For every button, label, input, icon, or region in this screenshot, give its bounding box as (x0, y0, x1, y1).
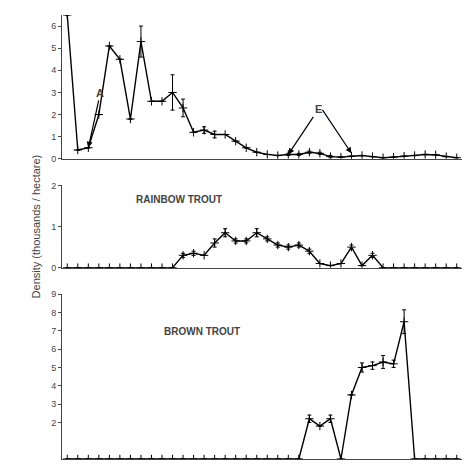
svg-text:4: 4 (51, 65, 56, 75)
svg-text:2: 2 (51, 418, 56, 428)
svg-text:5: 5 (51, 43, 56, 53)
svg-text:3: 3 (51, 399, 56, 409)
svg-text:E: E (315, 103, 322, 115)
svg-text:A: A (96, 87, 104, 99)
svg-text:5: 5 (51, 363, 56, 373)
svg-text:Density (thousands / hectare): Density (thousands / hectare) (30, 155, 42, 299)
svg-text:8: 8 (51, 308, 56, 318)
svg-text:1: 1 (51, 222, 56, 232)
svg-text:RAINBOW TROUT: RAINBOW TROUT (136, 194, 222, 205)
svg-text:3: 3 (51, 88, 56, 98)
svg-text:7: 7 (51, 326, 56, 336)
svg-text:6: 6 (51, 344, 56, 354)
svg-text:6: 6 (51, 21, 56, 31)
svg-text:0: 0 (51, 154, 56, 164)
svg-text:0: 0 (51, 263, 56, 273)
svg-text:BROWN TROUT: BROWN TROUT (164, 326, 240, 337)
svg-text:2: 2 (51, 110, 56, 120)
svg-text:1: 1 (51, 132, 56, 142)
svg-text:9: 9 (51, 289, 56, 299)
svg-text:4: 4 (51, 381, 56, 391)
svg-text:2: 2 (51, 181, 56, 191)
